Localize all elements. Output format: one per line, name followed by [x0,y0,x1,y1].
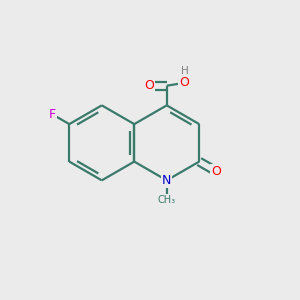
Text: O: O [144,79,154,92]
Text: O: O [179,76,189,89]
Text: N: N [162,174,171,187]
Text: H: H [181,66,188,76]
Text: O: O [211,165,221,178]
Text: F: F [49,108,56,121]
Text: CH₃: CH₃ [158,195,176,205]
